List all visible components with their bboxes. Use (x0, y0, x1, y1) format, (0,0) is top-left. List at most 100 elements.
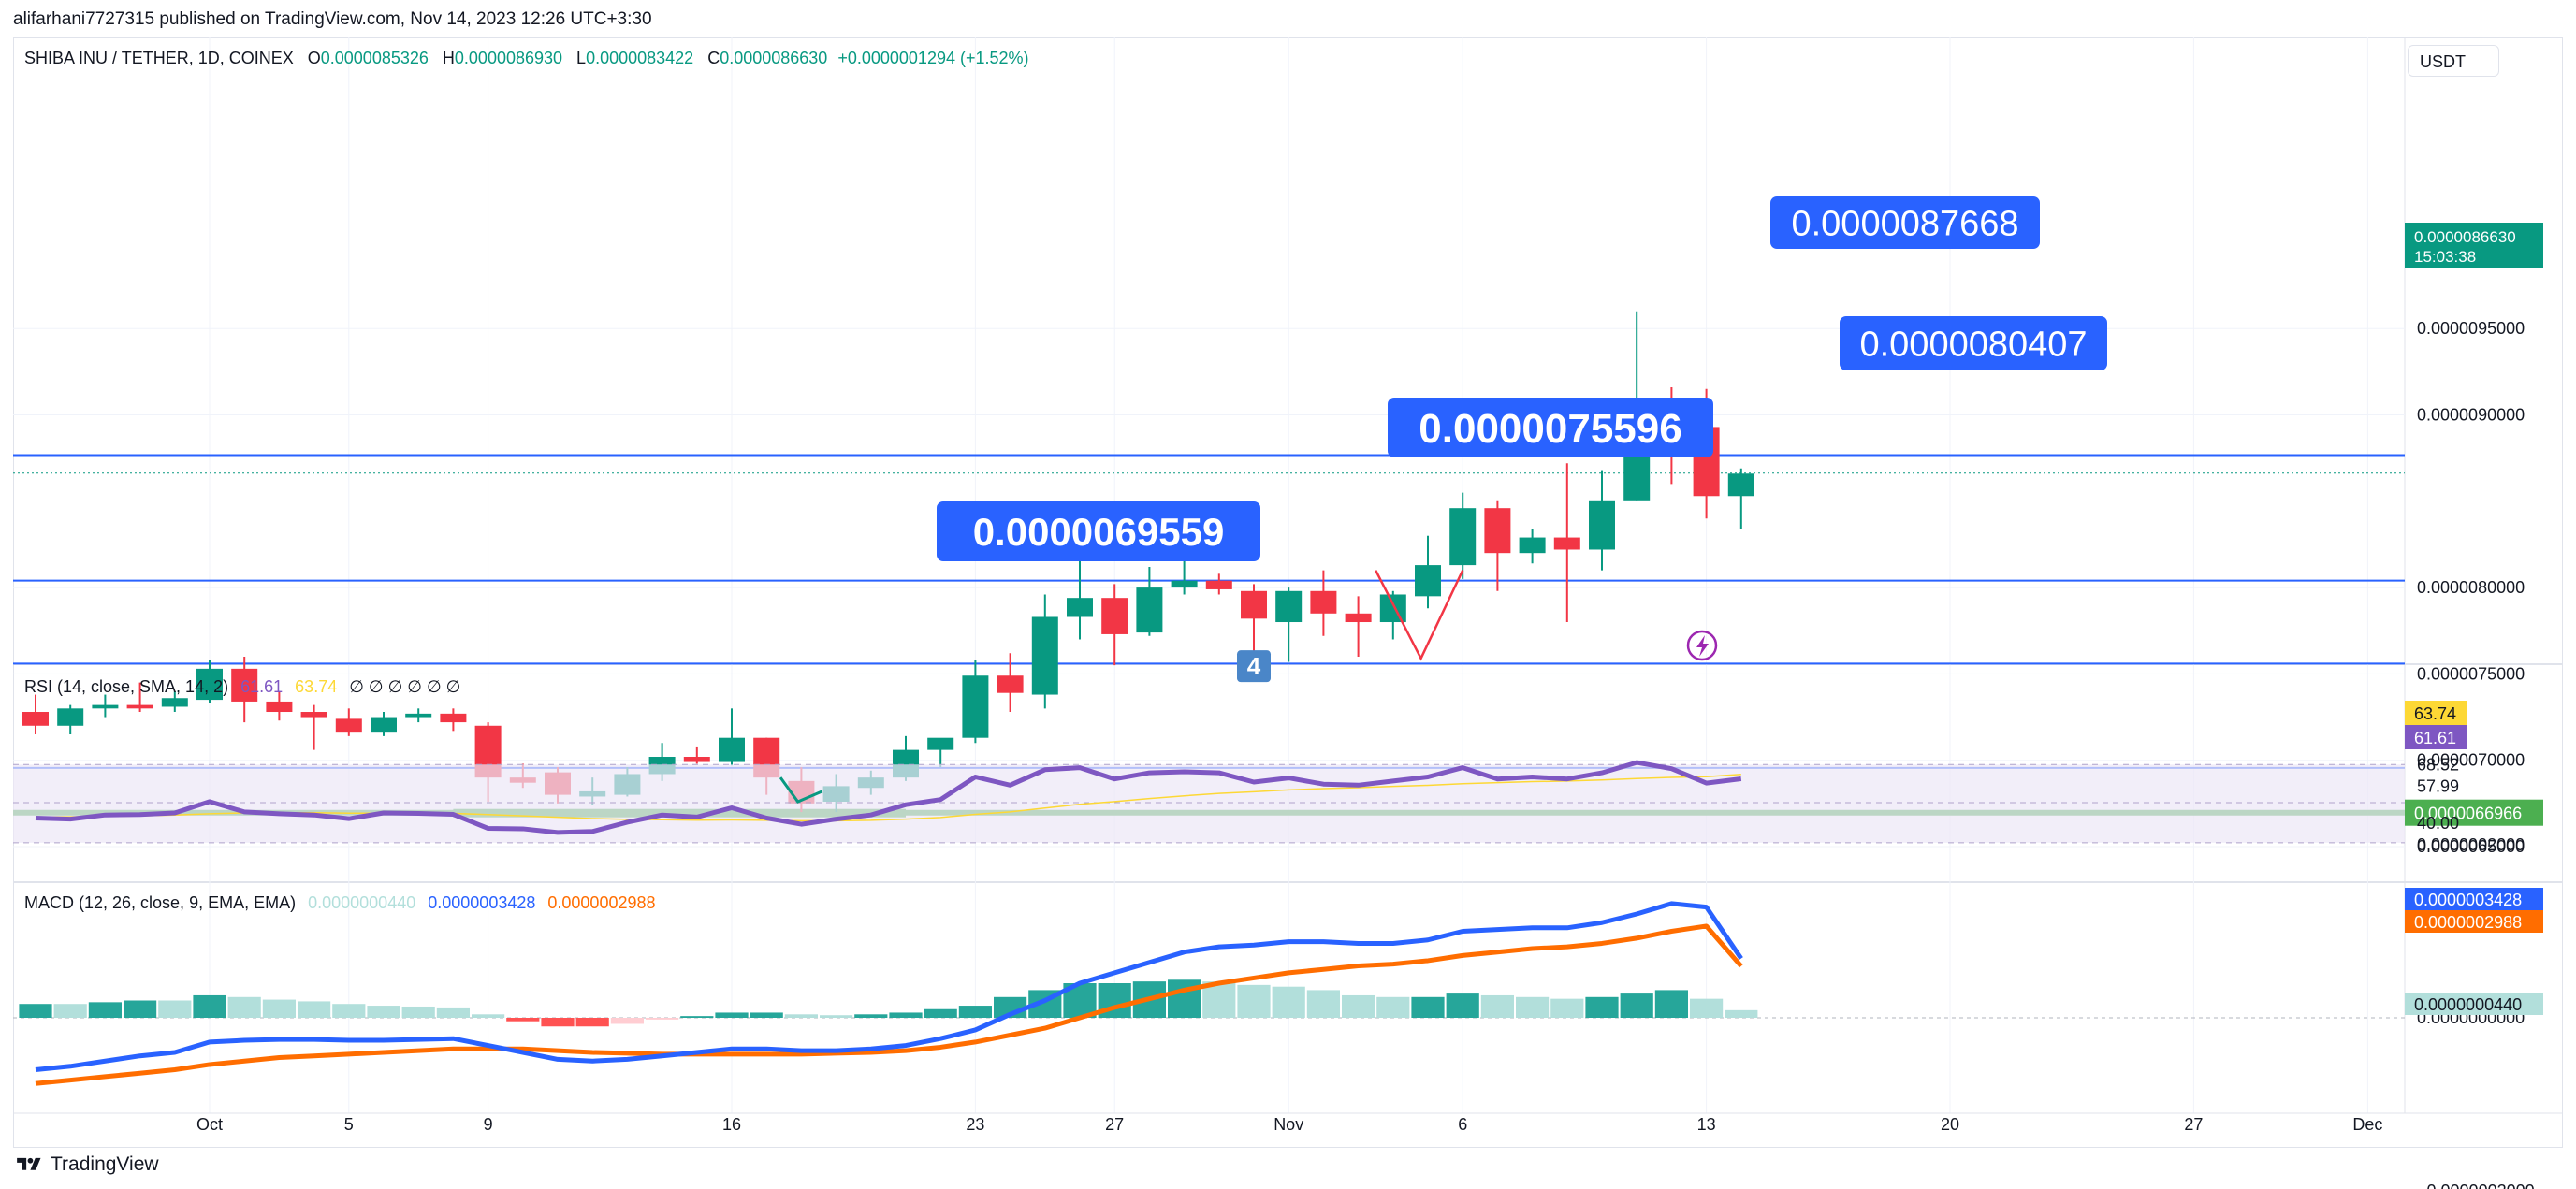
open-label: O (307, 49, 321, 67)
macd-histogram-bar (1446, 993, 1479, 1018)
macd-histogram-bar (646, 1018, 679, 1020)
time-axis-label: 6 (1458, 1115, 1467, 1134)
rsi-sma-box (2405, 701, 2467, 725)
low-value: 0.0000083422 (586, 49, 694, 67)
level-label: 0.0000080407 (1859, 326, 2087, 365)
candle-body (1484, 508, 1511, 554)
candle-body (1727, 473, 1754, 497)
price-tick-label: 0.0000090000 (2417, 406, 2525, 425)
candle-body (1031, 616, 1058, 695)
rsi-sma-line (35, 774, 1741, 822)
time-axis-label: Dec (2352, 1115, 2382, 1134)
macd-histogram-bar (715, 1012, 749, 1018)
macd-histogram-bar (1550, 998, 1584, 1018)
macd-histogram-bar (262, 999, 296, 1018)
macd-histogram-bar (680, 1016, 714, 1018)
time-axis-label: 23 (966, 1115, 984, 1134)
close-value: 0.0000086630 (720, 49, 828, 67)
axes: Oct 5 9 16 23 27 Nov 6 13 20 27 Dec 0.0000095000 0.00… (13, 223, 2563, 1189)
candle-body (196, 668, 223, 701)
macd-histogram-bar (436, 1007, 470, 1018)
rsi-line (35, 760, 1742, 835)
level-label: 0.0000075596 (1419, 406, 1681, 452)
macd-histogram-bar (367, 1006, 400, 1018)
macd-histogram-bar (958, 1006, 992, 1018)
arrow-drawing (779, 776, 823, 804)
high-value: 0.0000086930 (454, 49, 563, 67)
time-axis-label: 20 (1941, 1115, 1959, 1134)
macd-pane (13, 901, 2405, 1086)
open-value: 0.0000085326 (320, 49, 429, 67)
macd-histogram-bar (784, 1014, 818, 1018)
lightning-icon (1686, 630, 1718, 661)
signal-value-box (2405, 910, 2543, 933)
publisher-line: alifarhani7727315 published on TradingVi… (13, 9, 652, 29)
price-tick-label: 0.0000080000 (2417, 578, 2525, 597)
hist-value-axis-label: 0.0000000440 (2414, 995, 2522, 1014)
macd-histogram-bar (193, 994, 226, 1018)
time-axis-label: 27 (2184, 1115, 2203, 1134)
price-pane (13, 311, 2405, 818)
chart-frame[interactable] (13, 37, 2563, 1148)
macd-histogram-bar (575, 1018, 609, 1027)
hist-value-box (2405, 993, 2543, 1015)
rsi-band (13, 764, 2405, 843)
time-axis-label: 9 (484, 1115, 493, 1134)
time-axis-label: 5 (344, 1115, 354, 1134)
candle-body (22, 712, 49, 726)
candle-body (1275, 590, 1303, 623)
candle-body (161, 698, 188, 707)
wave-label-box (1237, 650, 1271, 683)
macd-histogram-bar (298, 1001, 331, 1018)
support-price-label: 0.0000066966 (2414, 805, 2522, 823)
candle-body (266, 701, 293, 713)
macd-histogram-bar (750, 1012, 783, 1018)
rsi-pane (13, 760, 2405, 844)
rsi-tick-label: 68.52 (2417, 755, 2459, 774)
rsi-value-axis-label: 61.61 (2414, 729, 2456, 747)
candle-body (1589, 500, 1615, 550)
currency-selector[interactable]: USDT (2408, 45, 2499, 77)
macd-histogram-bar (1725, 1009, 1758, 1018)
candle-body (997, 675, 1024, 693)
macd-tick-label: 0.0000002000 (2417, 835, 2525, 854)
signal-value-axis-label: 0.0000002988 (2414, 913, 2522, 932)
candle-body (719, 737, 745, 762)
price-tick-label: 0.0000075000 (2417, 664, 2525, 683)
macd-legend-title: MACD (12, 26, close, 9, EMA, EMA) (24, 893, 297, 912)
price-tick-label: 0.0000070000 (2417, 751, 2525, 770)
macd-histogram-bar (1690, 998, 1724, 1018)
candle-body (1519, 537, 1546, 554)
macd-histogram-bar (1620, 993, 1653, 1018)
macd-histogram-bar (53, 1004, 87, 1018)
level-label-box (1770, 196, 2040, 249)
last-price-box (2405, 223, 2543, 268)
candle-body (1171, 580, 1198, 588)
wave-v-drawing (1375, 570, 1464, 661)
macd-histogram-bar (820, 1015, 853, 1018)
price-tick-label: 0.0000095000 (2417, 319, 2525, 338)
close-label: C (707, 49, 720, 67)
macd-histogram-bar (1411, 996, 1445, 1018)
candle-body (1101, 598, 1128, 634)
candle-body (1345, 613, 1372, 623)
macd-histogram-bar (1306, 990, 1340, 1018)
macd-histogram-bar (506, 1018, 540, 1022)
macd-histogram-bar (1516, 996, 1550, 1018)
macd-histogram-bar (401, 1006, 435, 1018)
candle-body (1310, 590, 1337, 614)
macd-histogram-bar (1654, 990, 1688, 1018)
macd-histogram-bar (472, 1014, 505, 1018)
footer: TradingView (13, 1153, 159, 1176)
macd-histogram-bar (227, 996, 261, 1018)
macd-tick-label: −0.0000002000 (2417, 1182, 2535, 1189)
level-label-box (937, 501, 1260, 561)
wave-label: 4 (1247, 652, 1261, 680)
candle-body (962, 675, 989, 738)
candle-body (1553, 537, 1580, 550)
macd-legend-signal: 0.0000002988 (547, 893, 656, 912)
countdown-label: 15:03:38 (2414, 248, 2476, 266)
candle-body (231, 668, 258, 702)
macd-histogram-bar (124, 1000, 157, 1018)
